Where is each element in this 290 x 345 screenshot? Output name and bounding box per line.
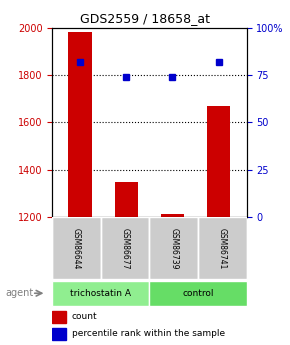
Text: control: control	[182, 289, 214, 298]
Text: trichostatin A: trichostatin A	[70, 289, 131, 298]
Bar	[68, 32, 92, 217]
Text: GSM86739: GSM86739	[169, 228, 178, 269]
FancyBboxPatch shape	[101, 217, 149, 279]
Bar	[207, 106, 230, 217]
FancyBboxPatch shape	[52, 217, 101, 279]
Text: GDS2559 / 18658_at: GDS2559 / 18658_at	[80, 12, 210, 25]
Text: GSM86677: GSM86677	[121, 228, 130, 269]
Text: GSM86741: GSM86741	[218, 228, 227, 269]
Text: agent: agent	[6, 288, 34, 298]
FancyBboxPatch shape	[149, 217, 198, 279]
FancyBboxPatch shape	[198, 217, 246, 279]
Text: percentile rank within the sample: percentile rank within the sample	[72, 329, 225, 338]
Bar	[52, 310, 66, 323]
Bar	[161, 214, 184, 217]
Bar	[115, 182, 138, 217]
Text: count: count	[72, 312, 97, 321]
Text: GSM86644: GSM86644	[72, 228, 81, 269]
FancyBboxPatch shape	[52, 281, 149, 306]
Bar	[52, 328, 66, 340]
FancyBboxPatch shape	[149, 281, 246, 306]
